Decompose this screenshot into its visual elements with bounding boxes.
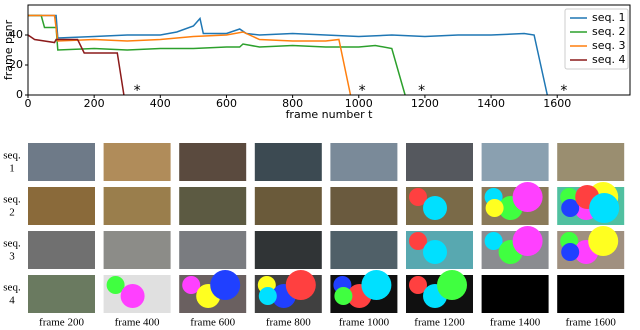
- x-tick-label: 800: [282, 97, 303, 110]
- segment-blob: [409, 232, 427, 250]
- thumbnail: [557, 275, 625, 313]
- row-label: 4: [9, 295, 15, 307]
- segment-blob: [423, 240, 447, 264]
- row-label: 3: [9, 251, 15, 263]
- y-tick-label: 40: [9, 28, 23, 41]
- legend-label: seq. 4: [592, 53, 625, 66]
- series-line: [28, 14, 549, 96]
- row-label: 2: [9, 207, 15, 219]
- column-label: frame 200: [39, 317, 84, 329]
- segment-blob: [561, 243, 580, 261]
- x-tick-label: 200: [84, 97, 105, 110]
- x-axis-label: frame number t: [286, 108, 374, 121]
- x-tick-label: 600: [216, 97, 237, 110]
- segment-blob: [409, 276, 427, 294]
- x-tick-label: 400: [150, 97, 171, 110]
- legend-label: seq. 3: [592, 39, 625, 52]
- thumbnail: [103, 231, 171, 269]
- legend-label: seq. 2: [592, 25, 625, 38]
- column-label: frame 1200: [414, 317, 465, 329]
- y-axis-label: frame psnr: [2, 19, 15, 80]
- thumbnail: [481, 143, 549, 181]
- segment-blob: [182, 276, 201, 294]
- segment-blob: [120, 284, 145, 308]
- thumbnail: [179, 187, 247, 225]
- thumbnail: [103, 143, 171, 181]
- thumbnail: [28, 187, 95, 225]
- y-tick-label: 0: [16, 88, 23, 101]
- y-tick-label: 20: [9, 58, 23, 71]
- thumbnail: [406, 143, 473, 181]
- thumbnail: [179, 231, 247, 269]
- segment-blob: [561, 199, 580, 217]
- segment-blob: [285, 270, 316, 300]
- marker-star: *: [560, 83, 567, 99]
- thumbnail: [28, 231, 95, 269]
- column-label: frame 1400: [490, 317, 541, 329]
- segment-blob: [361, 270, 392, 300]
- row-label: seq.: [3, 150, 21, 162]
- row-label: seq.: [3, 238, 21, 250]
- thumbnail: [179, 143, 247, 181]
- column-label: frame 400: [115, 317, 160, 329]
- segment-blob: [106, 276, 125, 294]
- row-label: 1: [9, 163, 15, 175]
- thumbnail: [481, 275, 549, 313]
- segment-blob: [512, 182, 543, 212]
- thumbnail: [28, 143, 95, 181]
- thumbnail: [330, 231, 398, 269]
- plot-frame: [27, 4, 631, 96]
- row-label: seq.: [3, 194, 21, 206]
- marker-star: *: [134, 83, 141, 99]
- column-label: frame 1000: [339, 317, 390, 329]
- legend-box: [564, 8, 629, 70]
- column-label: frame 1600: [565, 317, 616, 329]
- segment-blob: [334, 287, 353, 305]
- column-label: frame 600: [190, 317, 235, 329]
- thumbnail: [103, 187, 171, 225]
- x-tick-label: 1000: [345, 97, 373, 110]
- legend-label: seq. 1: [592, 11, 625, 24]
- thumbnail: [254, 187, 322, 225]
- row-label: seq.: [3, 282, 21, 294]
- segment-blob: [588, 226, 619, 256]
- thumbnail: [28, 275, 95, 313]
- segment-blob: [258, 287, 277, 305]
- x-tick-label: 1600: [543, 97, 571, 110]
- thumbnail: [330, 143, 398, 181]
- segment-blob: [409, 188, 427, 206]
- segment-blob: [485, 199, 504, 217]
- column-label: frame 800: [266, 317, 311, 329]
- x-tick-label: 1200: [411, 97, 439, 110]
- segment-blob: [484, 232, 503, 250]
- series-line: [27, 34, 125, 96]
- x-tick-label: 0: [25, 97, 32, 110]
- marker-star: *: [418, 83, 425, 99]
- segment-blob: [512, 226, 543, 256]
- series-line: [28, 14, 352, 96]
- thumbnail: [557, 143, 625, 181]
- segment-blob: [437, 270, 467, 300]
- segment-blob: [423, 196, 447, 220]
- thumbnail: [254, 143, 322, 181]
- segment-blob: [589, 193, 620, 223]
- segment-blob: [210, 270, 241, 300]
- thumbnail: [254, 231, 322, 269]
- x-tick-label: 1400: [477, 97, 505, 110]
- thumbnail: [330, 187, 398, 225]
- marker-star: *: [359, 83, 366, 99]
